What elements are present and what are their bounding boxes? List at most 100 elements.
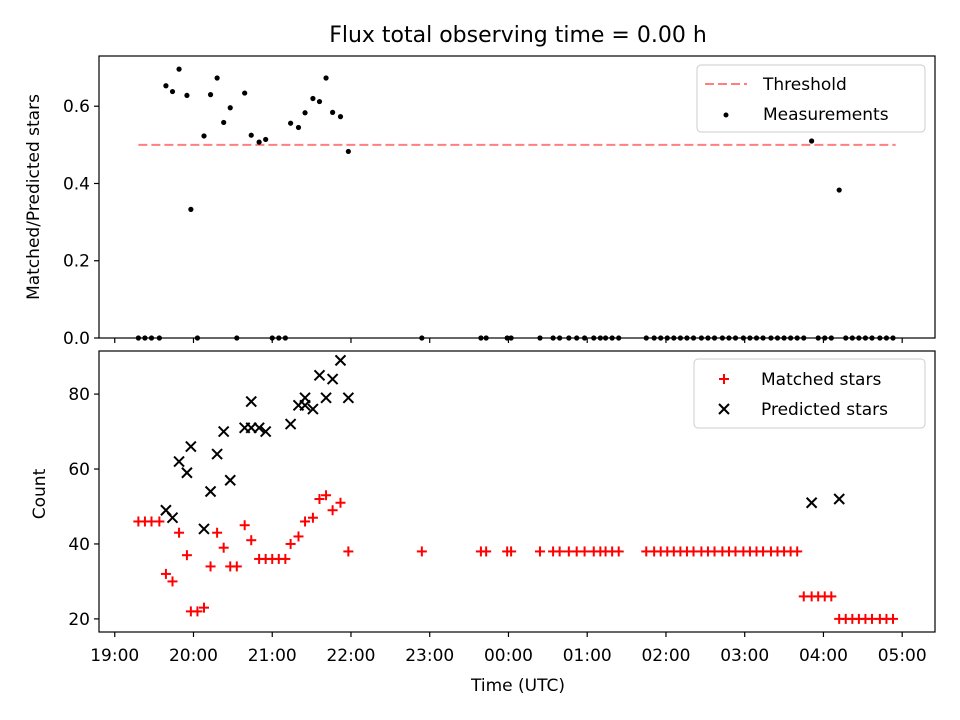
predicted-star-point (253, 422, 265, 434)
matched-star-point (154, 516, 165, 527)
matched-star-point (205, 561, 216, 572)
measurement-point (188, 206, 194, 212)
measurement-point (345, 148, 351, 155)
legend-measurements-swatch (723, 112, 729, 118)
bottom-panel-ticks: 20 40 60 80 19:00 20:00 21:00 22:00 23:00 00:00 01… (68, 385, 926, 666)
bottom-legend-box (693, 358, 926, 429)
predicted-star-point (245, 395, 257, 408)
y-tick-label: 40 (68, 535, 90, 555)
x-tick-label: 21:00 (248, 646, 297, 666)
matched-star-point (160, 568, 171, 579)
y-tick-label: 80 (68, 385, 90, 405)
matched-star-point (534, 546, 545, 557)
predicted-star-point (320, 392, 332, 404)
measurement-point (214, 75, 220, 81)
matched-star-point (826, 591, 837, 602)
matched-star-point (888, 613, 899, 624)
matched-star-point (239, 520, 250, 531)
predicted-star-point (307, 403, 319, 415)
matched-star-point (174, 527, 185, 538)
predicted-star-point (833, 493, 845, 505)
predicted-star-point (166, 512, 179, 524)
matched-star-point (285, 538, 296, 549)
predicted-star-point (805, 497, 818, 509)
legend-predicted-label: Predicted stars (761, 400, 888, 420)
bottom-panel-legend: Matched stars Predicted stars (693, 358, 926, 429)
predicted-star-point (181, 467, 193, 479)
matched-star-point (246, 535, 257, 546)
measurement-point (163, 83, 169, 89)
measurement-point (337, 114, 344, 120)
measurement-point (836, 187, 842, 193)
matched-star-point (280, 553, 291, 564)
x-tick-label: 00:00 (484, 646, 533, 666)
measurement-point (227, 105, 233, 111)
legend-predicted-swatch (718, 403, 730, 415)
matched-star-point (231, 561, 242, 572)
measurement-point (201, 133, 207, 139)
predicted-star-point (211, 448, 223, 460)
predicted-star-point (259, 425, 272, 438)
matched-star-point (307, 512, 318, 523)
predicted-star-point (217, 425, 230, 438)
matched-star-point (416, 546, 427, 557)
y-tick-label: 60 (68, 460, 90, 480)
predicted-star-point (204, 485, 217, 498)
legend-matched-label: Matched stars (761, 370, 881, 390)
top-panel-title: Flux total observing time = 0.00 h (329, 23, 707, 48)
predicted-star-point (173, 455, 185, 468)
matched-star-point (218, 542, 229, 553)
matched-star-point (212, 527, 223, 538)
bottom-panel-marks (133, 354, 899, 624)
matched-star-point (181, 550, 192, 561)
measurement-point (207, 92, 214, 98)
y-tick-label: 20 (68, 610, 90, 630)
top-panel-y-axis-label: Matched/Predicted stars (24, 94, 44, 300)
matched-star-point (335, 497, 346, 508)
x-tick-label: 05:00 (878, 646, 927, 666)
predicted-star-point (284, 418, 297, 430)
x-tick-label: 23:00 (405, 646, 454, 666)
top-legend-box (696, 64, 926, 133)
top-panel-ticks: 0.0 0.2 0.4 0.6 (63, 97, 903, 349)
measurement-point (242, 90, 248, 96)
legend-threshold-label: Threshold (762, 75, 847, 95)
x-tick-label: 22:00 (326, 646, 375, 666)
x-axis-label: Time (UTC) (470, 676, 565, 696)
matched-star-point (192, 606, 203, 617)
matched-star-point (579, 546, 590, 557)
matched-star-point (300, 516, 311, 527)
legend-matched-swatch (719, 374, 729, 384)
measurement-point (221, 119, 227, 126)
measurement-point (169, 88, 176, 95)
matched-star-point (293, 531, 304, 542)
predicted-star-point (299, 399, 311, 412)
measurement-point (302, 110, 308, 116)
measurement-point (809, 138, 815, 144)
matched-star-point (321, 490, 332, 501)
measurement-point (310, 95, 316, 102)
predicted-star-point (198, 523, 210, 535)
y-tick-label: 0.0 (63, 329, 90, 349)
legend-measurements-label: Measurements (763, 105, 889, 125)
measurement-point (316, 98, 323, 105)
matched-star-point (198, 602, 209, 613)
measurement-point (263, 136, 269, 143)
count-panel: Count Time (UTC) 20 40 60 80 19:00 20:00 21:00… (30, 350, 936, 696)
y-tick-label: 0.6 (63, 97, 90, 117)
measurement-point (184, 92, 190, 99)
matched-star-point (327, 505, 338, 516)
y-tick-label: 0.2 (63, 252, 90, 272)
x-tick-label: 03:00 (720, 646, 769, 666)
predicted-star-point (342, 392, 355, 404)
x-tick-label: 02:00 (641, 646, 690, 666)
x-tick-label: 04:00 (799, 646, 848, 666)
top-panel-legend: Threshold Measurements (696, 64, 926, 133)
measurement-point (256, 139, 262, 145)
matched-star-point (613, 546, 624, 557)
matched-star-point (314, 493, 325, 504)
predicted-star-point (224, 474, 236, 486)
predicted-star-point (326, 373, 339, 385)
predicted-star-point (334, 354, 347, 367)
